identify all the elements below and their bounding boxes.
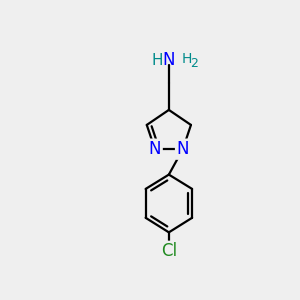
Text: N: N — [177, 140, 189, 158]
Text: Cl: Cl — [161, 242, 177, 260]
Text: H: H — [152, 53, 163, 68]
Text: 2: 2 — [190, 56, 198, 70]
Text: N: N — [163, 51, 175, 69]
Text: N: N — [149, 140, 161, 158]
Text: H: H — [182, 52, 192, 66]
